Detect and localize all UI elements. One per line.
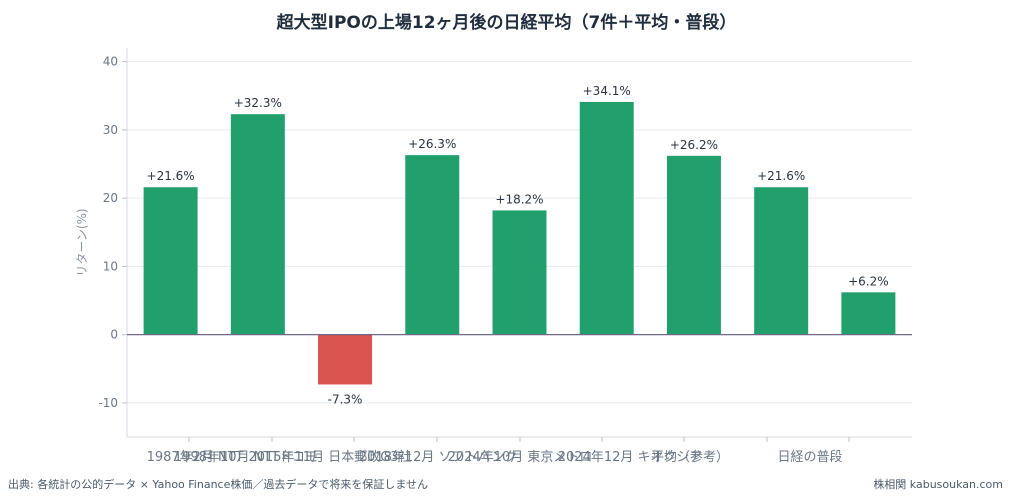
x-tick-label: 2024年10月 東京メトロ (448, 449, 593, 465)
bar (318, 334, 373, 385)
bar (492, 210, 547, 335)
bar (579, 101, 634, 335)
y-tick-label: 0 (110, 328, 118, 342)
bar (666, 155, 721, 335)
x-tick-label: 1998年10月 NTTドコモ (174, 450, 318, 465)
y-tick-label: 30 (103, 123, 118, 137)
data-label: +26.3% (408, 137, 456, 151)
bar-chart: -10 0 10 20 30 40 リターン(%) +21.6% +32.3% -7.3% +26.… (75, 48, 912, 465)
y-axis-label: リターン(%) (75, 208, 89, 276)
y-tick-label: -10 (98, 396, 118, 410)
bar (143, 187, 198, 335)
bar (841, 292, 896, 335)
bar (230, 114, 285, 335)
data-label: +6.2% (848, 274, 889, 288)
source-note: 出典: 各統計の公的データ × Yahoo Finance株価／過去データで将来… (8, 478, 429, 491)
data-label: -7.3% (328, 392, 363, 406)
x-tick-label: 1987年2月 NTT (147, 450, 244, 465)
x-tick-label: 2024年12月 キオクシア (558, 450, 703, 465)
x-tick-label: 2018年12月 ソフトバンク (359, 450, 517, 465)
data-label: +32.3% (234, 96, 282, 110)
x-tick-label: 平均（参考） (651, 449, 729, 465)
bar (405, 155, 460, 335)
data-label: +34.1% (583, 84, 631, 98)
y-tick-label: 10 (103, 259, 118, 273)
x-tick-label: 日経の普段 (777, 450, 842, 465)
y-tick-label: 40 (103, 55, 118, 69)
y-tick-label: 20 (103, 191, 118, 205)
chart-title: 超大型IPOの上場12ヶ月後の日経平均（7件＋平均・普段） (276, 13, 737, 33)
data-label: +21.6% (757, 169, 805, 183)
data-label: +18.2% (495, 192, 543, 206)
site-credit: 株相関 kabusoukan.com (873, 478, 1003, 491)
data-label: +26.2% (670, 138, 718, 152)
x-tick-label: 2015年11月 日本郵政G3社 (248, 449, 411, 465)
bar (754, 187, 809, 335)
data-label: +21.6% (147, 169, 195, 183)
